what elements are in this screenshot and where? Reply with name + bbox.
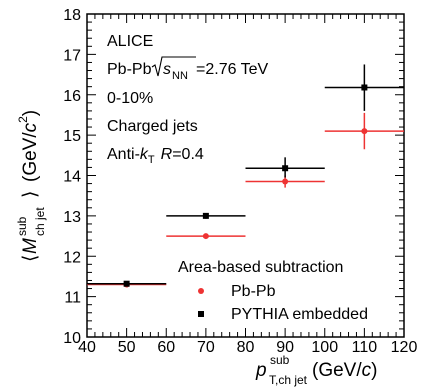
annotation-sqrt-sub: NN [172, 70, 188, 82]
y-unit-sup: 2 [16, 116, 30, 123]
x-axis-title-p: p [255, 360, 267, 381]
axis-ticks [86, 13, 405, 338]
legend-label-pythia: PYTHIA embedded [231, 306, 368, 323]
y-axis-title: ⟨ M sub ch jet ⟩ (GeV/c2) [15, 110, 47, 262]
y-tick-label: 17 [63, 47, 81, 64]
x-unit-close: ) [371, 360, 377, 381]
x-axis-title-sub: T,ch jet [269, 373, 308, 387]
annotation-jet-type: Charged jets [107, 118, 198, 135]
x-unit-open: (GeV/ [312, 360, 362, 381]
annotation-algorithm: Anti-kT R=0.4 [107, 146, 204, 166]
y-axis-title-sub: ch jet [33, 207, 47, 236]
data-point-pythia-embedded [282, 165, 289, 172]
annotation-block: ALICE Pb-Pb s NN =2.76 TeV 0-10% Charged… [107, 33, 269, 166]
y-tick-label: 18 [63, 7, 81, 24]
y-tick-label: 10 [63, 330, 81, 347]
y-tick-label: 16 [63, 88, 81, 105]
data-point-pythia-embedded [202, 212, 209, 219]
y-axis-title-unit: (GeV/c2) [16, 110, 41, 182]
annotation-algorithm-k: k [140, 146, 149, 163]
legend-marker-pythia [198, 311, 204, 317]
y-tick-label: 13 [63, 209, 81, 226]
x-tick-label: 60 [157, 339, 175, 356]
annotation-algorithm-r-value: =0.4 [172, 146, 204, 163]
data-point-pythia-embedded [123, 280, 130, 287]
x-tick-label: 90 [276, 339, 294, 356]
annotation-energy: =2.76 TeV [196, 61, 269, 78]
legend: Area-based subtraction Pb-Pb PYTHIA embe… [178, 259, 368, 323]
y-unit-c: c [20, 122, 41, 132]
data-marks [87, 64, 404, 288]
y-tick-label: 11 [64, 290, 81, 307]
y-axis-title-sup: sub [15, 216, 29, 236]
annotation-algorithm-prefix: Anti- [107, 146, 140, 163]
legend-marker-pbpb [198, 288, 204, 294]
data-point-pb-pb [202, 233, 209, 240]
x-unit-c: c [362, 360, 372, 381]
data-point-pb-pb [282, 178, 289, 185]
y-axis-title-open: ⟨ [20, 255, 41, 262]
annotation-system-prefix: Pb-Pb [107, 61, 152, 78]
axis-tick-labels: 40 50 60 70 80 90 100 110 120 10 11 12 13 14 15 16 17 18 [63, 7, 417, 356]
x-axis-title-sup: sub [270, 353, 290, 367]
y-tick-label: 14 [63, 169, 81, 186]
data-point-pythia-embedded [361, 84, 368, 91]
x-axis-title: p sub T,ch jet (GeV/c) [255, 353, 377, 387]
annotation-algorithm-k-sub: T [148, 154, 155, 166]
y-axis-title-close: ⟩ [20, 191, 41, 198]
x-axis-title-unit: (GeV/c) [312, 360, 377, 381]
annotation-centrality: 0-10% [107, 90, 153, 107]
y-tick-label: 12 [63, 249, 81, 266]
annotation-algorithm-r: R [161, 146, 173, 163]
x-tick-label: 70 [197, 339, 215, 356]
data-point-pb-pb [361, 128, 368, 135]
x-tick-label: 110 [352, 339, 378, 356]
x-tick-label: 40 [78, 339, 96, 356]
x-tick-label: 50 [118, 339, 136, 356]
sqrt-sign [151, 56, 196, 77]
x-tick-label: 80 [237, 339, 255, 356]
annotation-sqrt-s: s [163, 61, 171, 78]
annotation-experiment: ALICE [107, 33, 153, 50]
y-axis-title-m: M [20, 238, 41, 254]
x-tick-label: 120 [391, 339, 418, 356]
y-tick-label: 15 [63, 128, 81, 145]
legend-header: Area-based subtraction [178, 259, 343, 276]
y-unit-close: ) [20, 110, 41, 116]
annotation-system: Pb-Pb [107, 61, 152, 78]
x-tick-label: 100 [311, 339, 338, 356]
legend-label-pbpb: Pb-Pb [231, 283, 276, 300]
y-unit-open: (GeV/ [20, 132, 41, 182]
